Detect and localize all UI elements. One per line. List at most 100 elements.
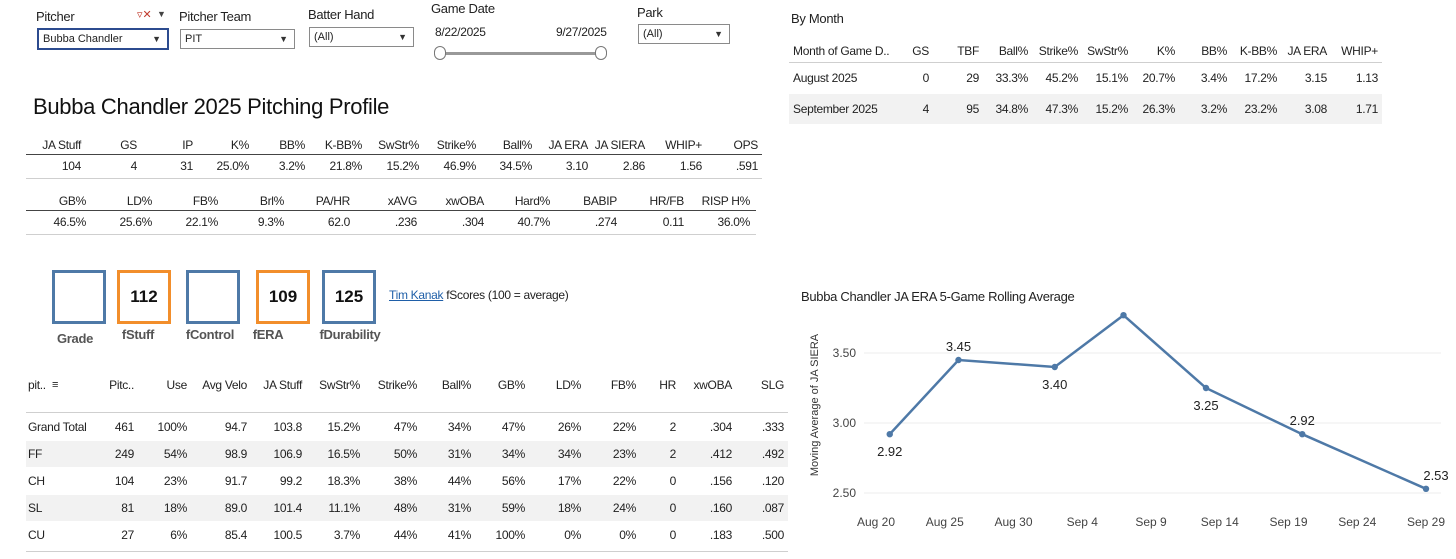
- fdurability-score-box: 125: [322, 270, 376, 324]
- table-cell: 47%: [501, 420, 525, 434]
- column-header: K%: [1156, 44, 1175, 58]
- by-month-header: Month of Game D.. GS TBF Ball% Strike% S…: [789, 38, 1382, 64]
- data-point[interactable]: [1299, 431, 1306, 438]
- data-label: 2.92: [877, 444, 902, 459]
- data-point[interactable]: [1422, 485, 1430, 492]
- table-cell: 1.71: [1355, 102, 1378, 116]
- chart-title: Bubba Chandler JA ERA 5-Game Rolling Ave…: [801, 289, 1075, 304]
- team-dropdown-value: PIT: [185, 33, 203, 45]
- x-tick-label: Sep 19: [1269, 515, 1307, 529]
- table-row[interactable]: September 2025 4 95 34.8% 47.3% 15.2% 26.3% 3.2…: [789, 94, 1382, 124]
- pitch-type-cell: SL: [28, 501, 43, 515]
- fscores-note-text: fScores (100 = average): [446, 288, 569, 302]
- pitch-type-cell: FF: [28, 447, 43, 461]
- table-cell: 4: [922, 102, 930, 116]
- table-row[interactable]: Grand Total 461 100% 94.7 103.8 15.2% 47% 34% 47…: [26, 414, 788, 440]
- date-slider-end-handle[interactable]: [595, 46, 607, 60]
- clear-filter-icon[interactable]: ▿✕: [137, 9, 152, 21]
- table-cell: 249: [114, 447, 134, 461]
- fdurability-score-label: fDurability: [319, 327, 381, 342]
- stat-value: .591: [735, 159, 758, 173]
- y-tick-label: 3.50: [833, 346, 857, 360]
- table-row[interactable]: SL 81 18% 89.0 101.4 11.1% 48% 31% 59% 18% 24% 0 .16…: [26, 495, 788, 521]
- x-tick-label: Aug 25: [926, 515, 964, 529]
- column-header: Ball%: [998, 44, 1028, 58]
- batter-hand-dropdown[interactable]: (All) ▼: [309, 27, 414, 47]
- table-cell: 15.1%: [1095, 71, 1128, 85]
- table-cell: 15.2%: [327, 420, 360, 434]
- pitcher-dropdown[interactable]: Bubba Chandler ▼: [37, 28, 169, 50]
- team-filter-label: Pitcher Team: [179, 9, 252, 24]
- table-cell: 2: [669, 447, 677, 461]
- data-label: 3.25: [1193, 398, 1218, 413]
- stat-header: OPS: [733, 138, 759, 152]
- game-date-filter-label: Game Date: [431, 1, 495, 16]
- data-point[interactable]: [886, 431, 893, 438]
- y-tick-label: 2.50: [833, 486, 857, 500]
- stat-value: 3.10: [565, 159, 588, 173]
- table-cell: 23.2%: [1244, 102, 1277, 116]
- table-row[interactable]: CU 27 6% 85.4 100.5 3.7% 44% 41% 100% 0% 0% 0 .183 .5…: [26, 522, 788, 548]
- date-slider-track[interactable]: [440, 52, 600, 55]
- table-cell: 47%: [393, 420, 417, 434]
- date-slider-start-handle[interactable]: [434, 46, 446, 60]
- table-cell: 0: [669, 528, 677, 542]
- x-tick-label: Sep 9: [1135, 515, 1167, 529]
- column-header: TBF: [957, 44, 979, 58]
- table-cell: 3.15: [1304, 71, 1327, 85]
- pitch-type-cell: CH: [28, 474, 45, 488]
- table-cell: 85.4: [224, 528, 247, 542]
- table-cell: 41%: [447, 528, 471, 542]
- table-cell: 22%: [612, 474, 636, 488]
- data-label: 3.40: [1042, 377, 1067, 392]
- table-row[interactable]: CH 104 23% 91.7 99.2 18.3% 38% 44% 56% 17% 22% 0 .15…: [26, 468, 788, 494]
- stat-header: xAVG: [387, 194, 418, 208]
- park-dropdown-value: (All): [643, 28, 663, 40]
- stat-value: 25.6%: [119, 215, 152, 229]
- park-dropdown[interactable]: (All) ▼: [638, 24, 730, 44]
- y-axis-ticks: 2.50 3.00 3.50: [833, 346, 857, 500]
- column-header: GB%: [497, 378, 525, 392]
- author-link[interactable]: Tim Kanak: [389, 288, 444, 302]
- table-cell: 59%: [501, 501, 525, 515]
- data-label: 2.53: [1423, 468, 1448, 483]
- column-header: JA ERA: [1287, 44, 1327, 58]
- divider: [26, 178, 762, 179]
- column-header: K-BB%: [1239, 44, 1277, 58]
- chevron-down-icon: ▼: [714, 29, 723, 39]
- divider: [26, 234, 756, 235]
- stat-header: JA ERA: [548, 138, 588, 152]
- table-cell: 20.7%: [1142, 71, 1175, 85]
- table-row[interactable]: FF 249 54% 98.9 106.9 16.5% 50% 31% 34% 34% 23% 2 .4…: [26, 441, 788, 467]
- x-tick-label: Sep 4: [1067, 515, 1099, 529]
- data-point[interactable]: [955, 356, 962, 364]
- filter-menu-icon[interactable]: ▼: [157, 9, 166, 19]
- y-tick-label: 3.00: [833, 416, 857, 430]
- table-cell: 81: [121, 501, 134, 515]
- data-point[interactable]: [1051, 363, 1058, 371]
- table-cell: 31%: [447, 447, 471, 461]
- table-cell: .087: [761, 501, 784, 515]
- fcontrol-score-label: fControl: [185, 327, 235, 342]
- data-point[interactable]: [1202, 384, 1210, 392]
- table-cell: 17.2%: [1244, 71, 1277, 85]
- table-cell: 34%: [557, 447, 581, 461]
- table-cell: 15.2%: [1095, 102, 1128, 116]
- table-cell: 22%: [612, 420, 636, 434]
- stat-header: Strike%: [436, 138, 477, 152]
- table-cell: 0: [922, 71, 930, 85]
- sort-icon[interactable]: ≡: [52, 379, 59, 391]
- data-point[interactable]: [1120, 312, 1127, 319]
- table-row[interactable]: August 2025 0 29 33.3% 45.2% 15.1% 20.7% 3.4% 17…: [789, 63, 1382, 93]
- grade-score-label: Grade: [56, 331, 94, 346]
- column-header: BB%: [1201, 44, 1227, 58]
- stat-value: 15.2%: [386, 159, 419, 173]
- park-filter-label: Park: [637, 5, 663, 20]
- pitch-type-table: pit.. ≡ Pitc.. Use Avg Velo JA Stuff SwS…: [26, 372, 788, 552]
- stat-value: 1.56: [679, 159, 702, 173]
- table-cell: .183: [709, 528, 732, 542]
- column-header: Pitc..: [109, 378, 134, 392]
- table-cell: 461: [114, 420, 134, 434]
- column-header: Strike%: [377, 378, 418, 392]
- team-dropdown[interactable]: PIT ▼: [180, 29, 295, 49]
